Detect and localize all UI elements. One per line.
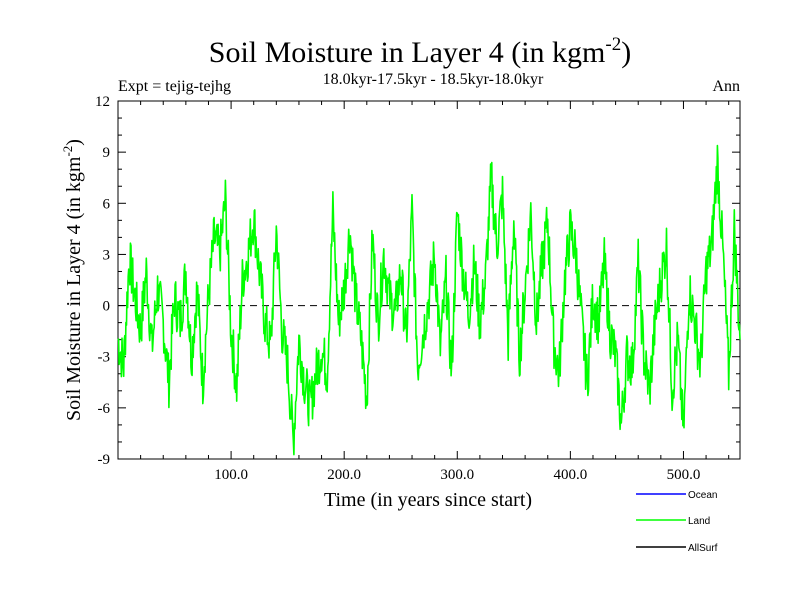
x-axis-label: Time (in years since start) — [324, 489, 532, 511]
series-layer — [117, 144, 741, 456]
y-tick-label: 9 — [103, 145, 111, 161]
y-tick-label: 0 — [103, 299, 111, 315]
x-tick-label: 400.0 — [553, 467, 587, 483]
y-axis-ticks: -9 -6 -3 0 3 6 9 12 — [95, 94, 740, 468]
plot-frame — [117, 100, 741, 460]
legend-label-land: Land — [688, 516, 710, 527]
series-line-land — [117, 144, 741, 456]
chart-subtitle: 18.0kyr-17.5kyr - 18.5kyr-18.0kyr — [323, 71, 544, 88]
y-tick-label: 3 — [103, 247, 111, 263]
y-tick-label: 12 — [95, 94, 110, 110]
y-tick-label: 6 — [103, 196, 111, 212]
legend-label-allsurf: AllSurf — [688, 543, 718, 554]
y-tick-label: -6 — [98, 401, 111, 417]
x-tick-label: 300.0 — [440, 467, 474, 483]
x-axis-ticks: 100.0 200.0 300.0 400.0 500.0 — [140, 101, 730, 483]
y-axis-label: Soil Moisture in Layer 4 (in kgm-2) — [60, 139, 85, 421]
x-tick-label: 200.0 — [327, 467, 361, 483]
season-label: Ann — [712, 78, 740, 95]
x-tick-label: 100.0 — [214, 467, 248, 483]
legend: Ocean Land AllSurf — [636, 490, 718, 554]
legend-label-ocean: Ocean — [688, 490, 717, 501]
x-tick-label: 500.0 — [667, 467, 701, 483]
experiment-label: Expt = tejig-tejhg — [118, 78, 231, 95]
chart-title: Soil Moisture in Layer 4 (in kgm-2) — [209, 34, 631, 69]
y-tick-label: -9 — [98, 452, 111, 468]
y-tick-label: -3 — [98, 350, 111, 366]
